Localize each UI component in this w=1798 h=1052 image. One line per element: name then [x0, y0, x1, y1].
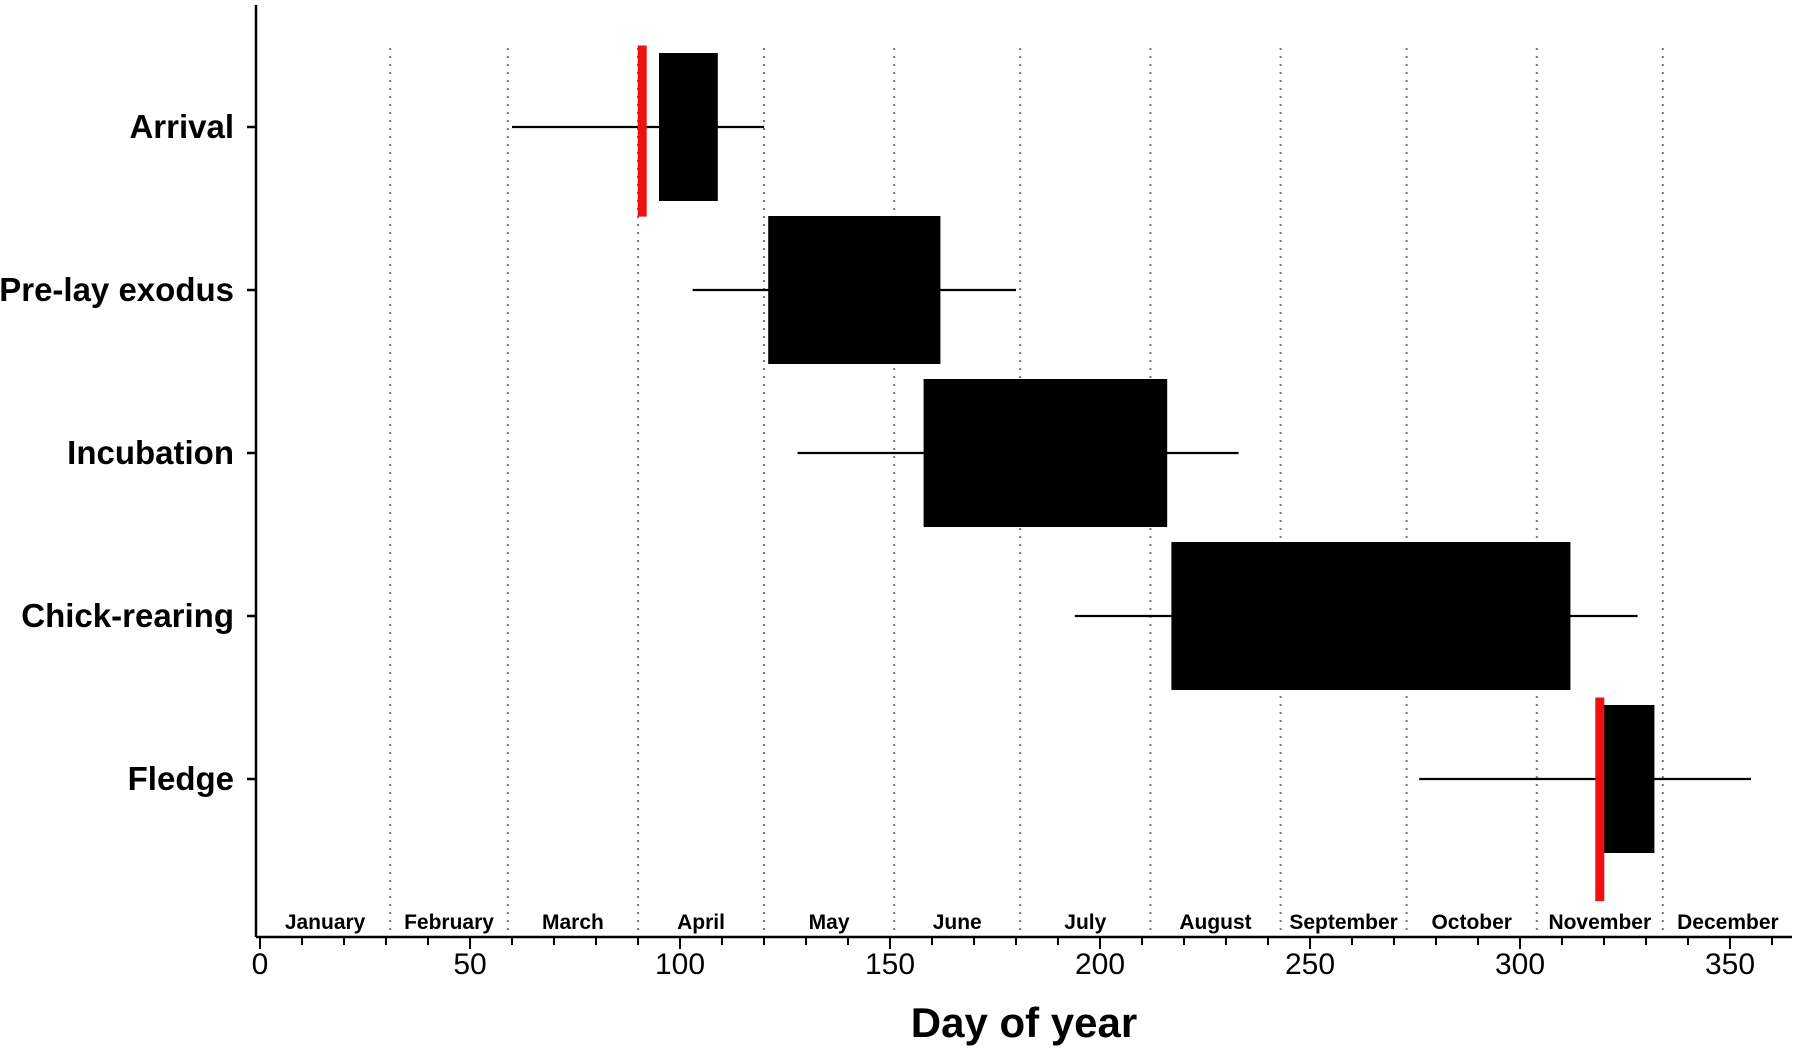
red-markers — [637, 45, 1605, 902]
month-label-november: November — [1548, 911, 1651, 934]
month-label-september: September — [1289, 911, 1398, 934]
month-label-august: August — [1179, 911, 1251, 934]
box-chick-rearing — [1171, 542, 1571, 690]
x-ticks — [259, 937, 1773, 949]
x-tick-label-300: 300 — [1495, 948, 1545, 981]
month-label-june: June — [933, 911, 982, 934]
box-incubation — [923, 379, 1168, 527]
box-fledge — [1604, 705, 1655, 853]
x-tick-label-250: 250 — [1285, 948, 1335, 981]
month-label-october: October — [1431, 911, 1512, 934]
month-label-february: February — [404, 911, 494, 934]
x-tick-labels: 0 50 100 150 200 250 300 350 — [252, 948, 1755, 981]
x-tick-label-150: 150 — [865, 948, 915, 981]
red-marker-2 — [1595, 697, 1605, 902]
category-label-pre-lay-exodus: Pre-lay exodus — [0, 271, 234, 308]
month-label-december: December — [1677, 911, 1779, 934]
category-labels: Arrival Pre-lay exodus Incubation Chick-rea… — [0, 108, 234, 797]
x-tick-label-100: 100 — [655, 948, 705, 981]
category-label-incubation: Incubation — [67, 434, 234, 471]
month-label-july: July — [1064, 911, 1106, 934]
category-label-chick-rearing: Chick-rearing — [21, 597, 234, 634]
x-tick-label-50: 50 — [453, 948, 486, 981]
y-ticks — [247, 125, 256, 781]
month-labels: January February March April May June July Augu… — [285, 911, 1779, 934]
x-tick-label-0: 0 — [252, 948, 269, 981]
category-label-arrival: Arrival — [129, 108, 234, 145]
x-axis-title: Day of year — [911, 999, 1137, 1046]
month-label-may: May — [809, 911, 850, 934]
box-arrival — [659, 53, 718, 201]
month-label-march: March — [542, 911, 604, 934]
month-label-january: January — [285, 911, 366, 934]
month-label-april: April — [677, 911, 725, 934]
box-pre-lay-exodus — [768, 216, 941, 364]
red-marker-1 — [637, 45, 647, 217]
x-tick-label-200: 200 — [1075, 948, 1125, 981]
range-boxes — [659, 53, 1655, 853]
category-label-fledge: Fledge — [128, 760, 234, 797]
x-tick-label-350: 350 — [1705, 948, 1755, 981]
